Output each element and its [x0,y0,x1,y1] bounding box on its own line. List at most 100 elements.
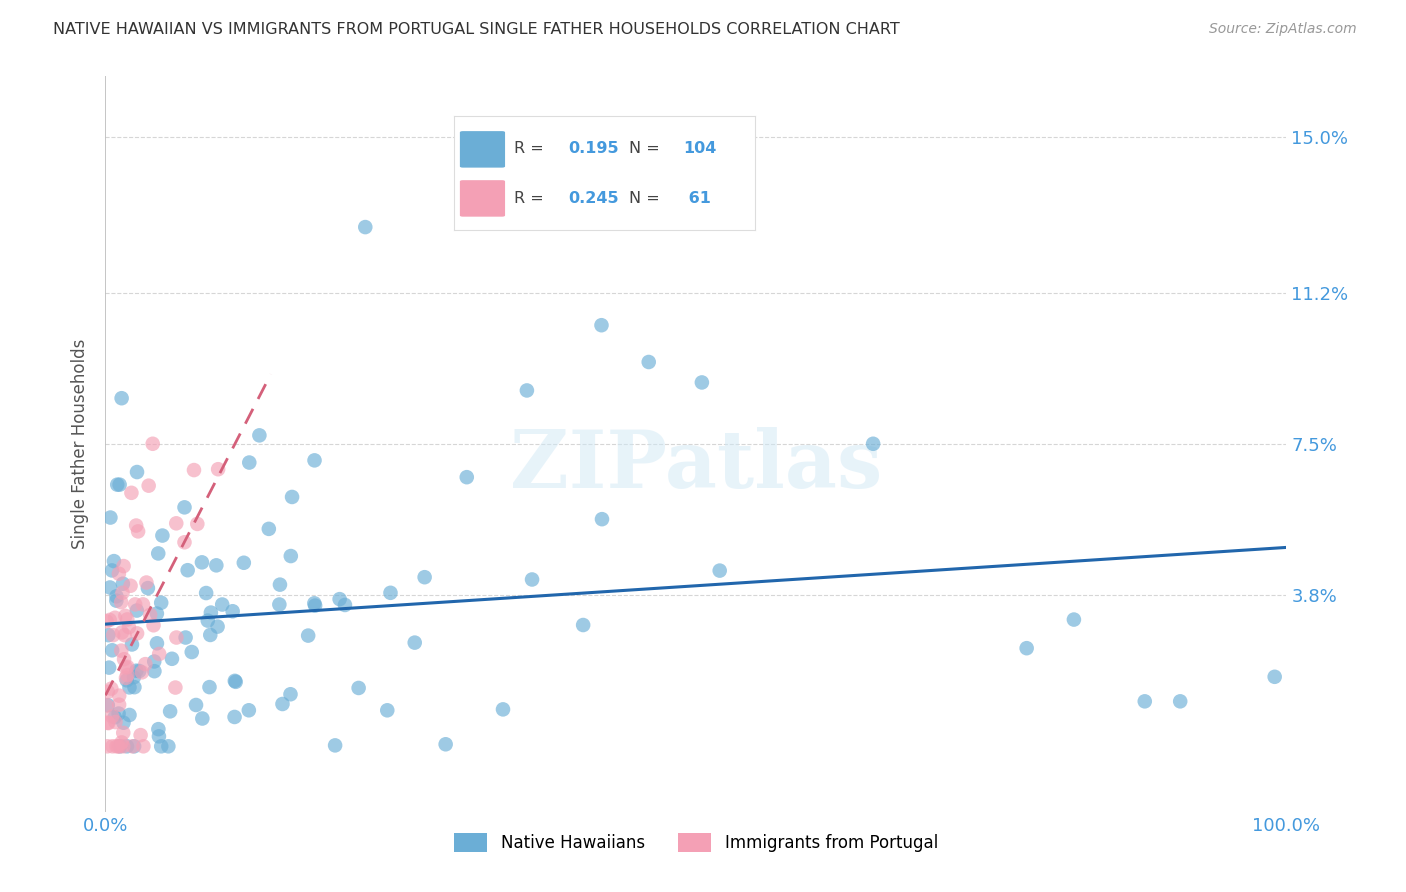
Point [105,739,128,754]
Point [136,581,159,595]
Point [98,660,121,674]
Point [108,477,131,491]
Point [146,636,169,650]
Point [354,220,377,235]
Point [125,465,148,479]
Point [124,680,146,694]
Point [104,714,127,729]
Point [148,722,170,736]
Point [198,680,221,694]
Point [125,626,148,640]
Point [97,628,120,642]
Point [117,612,139,626]
Point [205,558,228,573]
Point [159,704,181,718]
Text: ZIPatlas: ZIPatlas [510,427,882,505]
Point [1015,641,1038,656]
Point [138,478,160,492]
Point [107,739,129,754]
Point [225,674,247,689]
Point [120,485,142,500]
Point [121,637,143,651]
Point [184,698,207,712]
Point [207,462,229,476]
Point [108,698,131,712]
Point [135,575,157,590]
Point [139,607,162,622]
Point [516,384,538,398]
Point [101,709,124,723]
Point [104,710,127,724]
Point [131,665,153,680]
Point [380,586,402,600]
Point [108,739,131,754]
Point [108,739,131,754]
Point [150,596,173,610]
Point [101,563,124,577]
Point [114,628,136,642]
Point [98,581,121,595]
Point [434,737,457,751]
Point [100,681,122,696]
Point [1063,613,1085,627]
Point [304,453,326,467]
Point [127,524,149,539]
Point [148,729,170,743]
Point [375,703,398,717]
Point [173,535,195,549]
Point [165,631,187,645]
Point [456,470,478,484]
Point [183,463,205,477]
Point [98,613,121,627]
Point [492,702,515,716]
Point [121,739,143,754]
Point [862,437,884,451]
Point [108,689,131,703]
Point [148,647,170,661]
Point [112,559,135,574]
Point [125,518,148,533]
Point [105,590,128,604]
Point [108,566,131,581]
Point [118,708,141,723]
Point [709,564,731,578]
Text: Source: ZipAtlas.com: Source: ZipAtlas.com [1209,22,1357,37]
Point [101,643,124,657]
Point [115,739,138,754]
Point [122,670,145,684]
Point [280,549,302,563]
Point [180,645,202,659]
Point [96,698,118,713]
Point [143,655,166,669]
Point [134,657,156,672]
Point [111,576,134,591]
Point [111,586,134,600]
Point [157,739,180,754]
Point [122,739,145,754]
Point [333,598,356,612]
Point [238,703,260,717]
Point [111,735,134,749]
Point [165,516,187,531]
Point [690,376,713,390]
Point [232,556,254,570]
Point [591,318,613,333]
Point [191,712,214,726]
Point [304,596,326,610]
Point [269,598,291,612]
Point [520,573,543,587]
Point [118,620,141,634]
Point [200,606,222,620]
Legend: Native Hawaiians, Immigrants from Portugal: Native Hawaiians, Immigrants from Portug… [447,826,945,859]
Point [165,681,187,695]
Point [112,652,135,666]
Point [105,593,128,607]
Point [97,716,120,731]
Point [323,739,346,753]
Point [105,477,128,491]
Point [238,456,260,470]
Point [269,577,291,591]
Point [101,739,124,754]
Point [97,698,120,712]
Point [197,614,219,628]
